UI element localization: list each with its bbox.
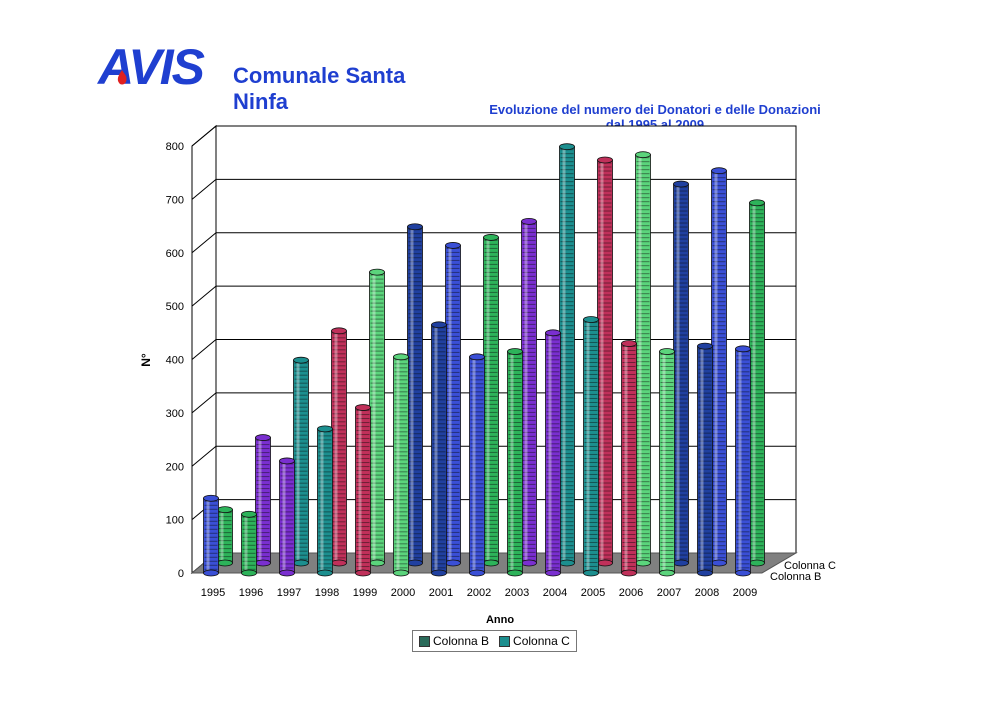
x-tick-label: 1998 [315, 587, 339, 599]
bar-colonna-c [521, 217, 537, 567]
avis-logo: AVIS [96, 40, 207, 92]
bar-colonna-b [583, 316, 599, 577]
x-tick-label: 2000 [391, 587, 415, 599]
bar-colonna-b [545, 329, 561, 577]
y-tick-label: 100 [166, 515, 184, 527]
bar-colonna-c [331, 327, 347, 567]
bar-colonna-b [355, 404, 371, 577]
bar-colonna-c [293, 356, 309, 567]
x-tick-label: 1999 [353, 587, 377, 599]
bar-colonna-c [673, 180, 689, 567]
organization-name: Comunale Santa Ninfa [233, 63, 405, 115]
blood-drop-icon [117, 70, 127, 85]
x-tick-label: 2007 [657, 587, 681, 599]
svg-text:AVIS: AVIS [96, 40, 205, 92]
bar-colonna-b [621, 340, 637, 577]
y-tick-label: 0 [178, 568, 184, 580]
depth-label-c: Colonna C [784, 560, 836, 572]
org-line-1: Comunale Santa [233, 63, 406, 88]
bar-colonna-c [597, 156, 613, 567]
bar-colonna-c [255, 434, 271, 567]
bar-colonna-b [431, 321, 447, 577]
bar-colonna-c [445, 242, 461, 567]
legend-item-b: Colonna B [419, 634, 489, 648]
y-tick-label: 200 [166, 461, 184, 473]
chart-legend: Colonna B Colonna C [412, 630, 577, 652]
gridline [191, 125, 796, 147]
bar-colonna-b [735, 345, 751, 577]
y-tick-label: 800 [166, 141, 184, 153]
org-line-2: Ninfa [233, 89, 288, 114]
bar-colonna-c [635, 151, 651, 567]
bar-colonna-b [393, 353, 409, 577]
bar-colonna-b [507, 348, 523, 577]
y-tick-label: 700 [166, 194, 184, 206]
x-tick-label: 2002 [467, 587, 491, 599]
x-tick-label: 1995 [201, 587, 225, 599]
legend-swatch-b [419, 635, 430, 647]
y-axis-title: N° [139, 353, 153, 367]
x-tick-label: 1997 [277, 587, 301, 599]
x-tick-label: 2004 [543, 587, 567, 599]
x-tick-label: 2008 [695, 587, 719, 599]
bar-colonna-c [369, 268, 385, 567]
bar-colonna-b [241, 510, 257, 577]
chart-title: Evoluzione del numero dei Donatori e del… [489, 102, 821, 117]
bar-colonna-b [279, 457, 295, 577]
y-tick-label: 400 [166, 355, 184, 367]
x-tick-label: 2003 [505, 587, 529, 599]
bar-colonna-c [217, 506, 233, 567]
x-tick-label: 2001 [429, 587, 453, 599]
bar-colonna-c [749, 199, 765, 567]
y-tick-label: 600 [166, 248, 184, 260]
bar-colonna-b [469, 353, 485, 577]
x-axis-title: Anno [486, 614, 514, 626]
x-tick-label: 2005 [581, 587, 605, 599]
bar-colonna-c [559, 143, 575, 567]
x-tick-label: 2009 [733, 587, 757, 599]
bar-colonna-b [697, 342, 713, 577]
legend-swatch-c [499, 635, 511, 647]
legend-item-c: Colonna C [499, 634, 570, 648]
y-tick-label: 500 [166, 301, 184, 313]
y-tick-label: 300 [166, 408, 184, 420]
legend-label-b: Colonna B [433, 634, 490, 648]
bar-colonna-b [659, 348, 675, 577]
x-tick-label: 1996 [239, 587, 263, 599]
depth-label-b: Colonna B [770, 571, 821, 583]
bar-colonna-c [407, 223, 423, 567]
bar-colonna-b [203, 494, 219, 577]
legend-label-c: Colonna C [513, 634, 570, 648]
bar-colonna-b [317, 425, 333, 577]
x-tick-label: 2006 [619, 587, 643, 599]
bar-colonna-c [711, 167, 727, 567]
bar-colonna-c [483, 234, 499, 567]
